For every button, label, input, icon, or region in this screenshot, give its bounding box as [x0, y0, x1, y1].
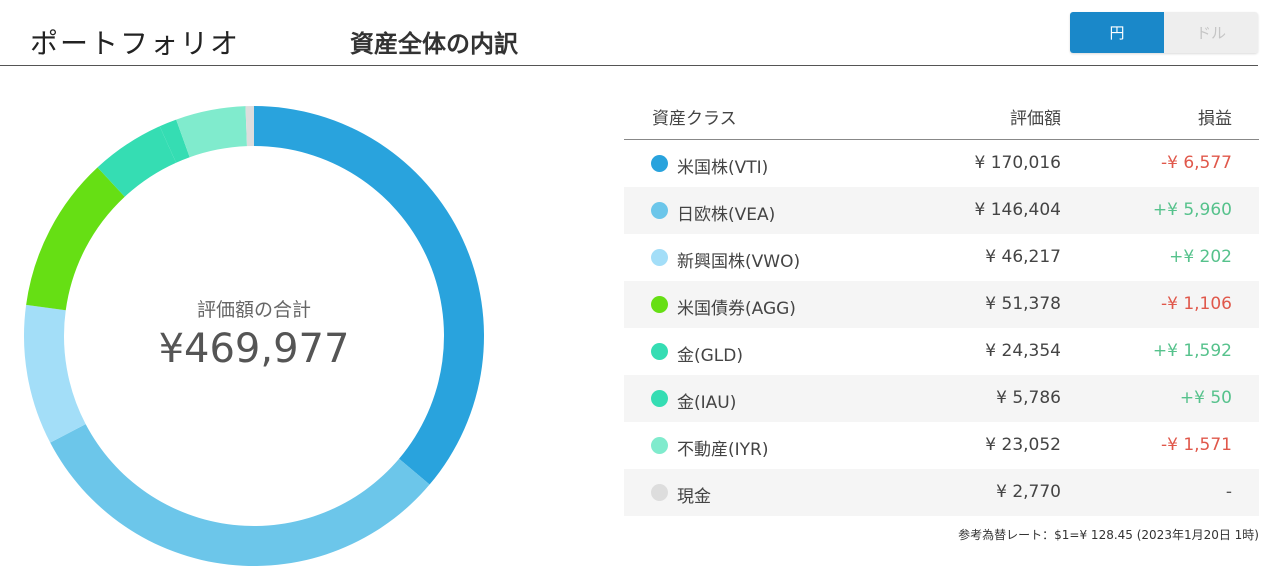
yen-button[interactable]: 円: [1070, 12, 1164, 53]
dollar-button[interactable]: ドル: [1164, 12, 1258, 53]
asset-profit-loss: -¥ 1,106: [1160, 294, 1232, 314]
asset-value: ¥ 23,052: [985, 435, 1061, 455]
legend-dot: [651, 484, 668, 501]
donut-slice[interactable]: [245, 106, 254, 147]
table-row[interactable]: 金(IAU) ¥ 5,786 +¥ 50: [624, 375, 1259, 422]
table-body: 米国株(VTI) ¥ 170,016 -¥ 6,577 日欧株(VEA) ¥ 146,4…: [624, 140, 1259, 516]
donut-chart: 評価額の合計 ¥469,977: [18, 100, 490, 572]
currency-toggle: 円 ドル: [1070, 12, 1258, 53]
table-header: 資産クラス 評価額 損益: [624, 92, 1259, 140]
table-row[interactable]: 不動産(IYR) ¥ 23,052 -¥ 1,571: [624, 422, 1259, 469]
asset-profit-loss: -¥ 1,571: [1160, 435, 1232, 455]
asset-profit-loss: +¥ 5,960: [1152, 200, 1232, 220]
total-caption: 評価額の合計: [196, 299, 311, 321]
asset-name: 新興国株(VWO): [677, 252, 801, 272]
table-row[interactable]: 日欧株(VEA) ¥ 146,404 +¥ 5,960: [624, 187, 1259, 234]
legend-dot: [651, 249, 668, 266]
asset-profit-loss: -: [1225, 482, 1232, 502]
asset-value: ¥ 2,770: [996, 482, 1061, 502]
asset-name: 金(IAU): [677, 393, 737, 413]
asset-value: ¥ 24,354: [985, 341, 1061, 361]
header-profit-loss: 損益: [1198, 109, 1232, 129]
legend-dot: [651, 155, 668, 172]
legend-dot: [651, 296, 668, 313]
asset-value: ¥ 46,217: [985, 247, 1061, 267]
asset-value: ¥ 146,404: [974, 200, 1061, 220]
table-row[interactable]: 現金 ¥ 2,770 -: [624, 469, 1259, 516]
donut-slice[interactable]: [97, 126, 177, 197]
asset-table: 資産クラス 評価額 損益 米国株(VTI) ¥ 170,016 -¥ 6,577 日欧…: [624, 92, 1259, 516]
donut-slice[interactable]: [23, 304, 86, 443]
table-row[interactable]: 新興国株(VWO) ¥ 46,217 +¥ 202: [624, 234, 1259, 281]
legend-dot: [651, 390, 668, 407]
asset-value: ¥ 5,786: [996, 388, 1061, 408]
table-row[interactable]: 米国株(VTI) ¥ 170,016 -¥ 6,577: [624, 140, 1259, 187]
table-row[interactable]: 米国債券(AGG) ¥ 51,378 -¥ 1,106: [624, 281, 1259, 328]
asset-name: 金(GLD): [677, 346, 743, 366]
legend-dot: [651, 343, 668, 360]
legend-dot: [651, 202, 668, 219]
donut-svg: [23, 106, 484, 566]
donut-slice[interactable]: [159, 119, 190, 163]
asset-profit-loss: +¥ 50: [1179, 388, 1232, 408]
asset-name: 現金: [677, 487, 711, 507]
asset-profit-loss: +¥ 202: [1169, 247, 1232, 267]
legend-dot: [651, 437, 668, 454]
total-value: ¥469,977: [158, 326, 350, 372]
donut-slice[interactable]: [50, 424, 430, 566]
asset-profit-loss: +¥ 1,592: [1152, 341, 1232, 361]
app-title: ポートフォリオ: [30, 27, 241, 60]
header: ポートフォリオ 資産全体の内訳: [0, 0, 1258, 66]
asset-name: 不動産(IYR): [677, 440, 769, 460]
donut-slice[interactable]: [176, 106, 247, 158]
asset-profit-loss: -¥ 6,577: [1160, 153, 1232, 173]
asset-value: ¥ 51,378: [985, 294, 1061, 314]
asset-name: 米国債券(AGG): [677, 299, 796, 319]
header-asset-class: 資産クラス: [652, 109, 737, 129]
header-value: 評価額: [1010, 109, 1061, 129]
donut-slice[interactable]: [26, 167, 125, 311]
donut-slice[interactable]: [254, 106, 484, 485]
exchange-rate-note: 参考為替レート：$1=¥ 128.45 (2023年1月20日 1時): [958, 528, 1259, 542]
page-title: 資産全体の内訳: [350, 30, 518, 58]
asset-name: 日欧株(VEA): [677, 205, 776, 225]
asset-name: 米国株(VTI): [677, 158, 769, 178]
asset-value: ¥ 170,016: [974, 153, 1061, 173]
table-row[interactable]: 金(GLD) ¥ 24,354 +¥ 1,592: [624, 328, 1259, 375]
